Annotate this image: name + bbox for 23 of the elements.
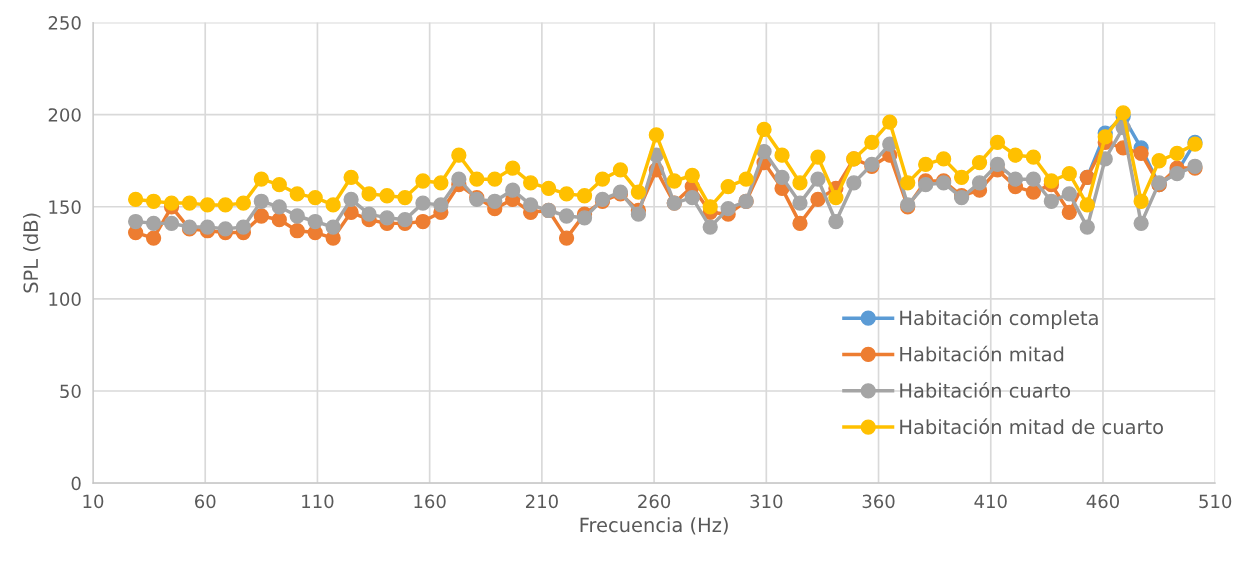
x-axis-title: Frecuencia (Hz) (580, 517, 728, 535)
x-tick-label: 460 (1086, 494, 1120, 509)
x-tick-label: 10 (83, 494, 104, 509)
y-tick-label: 0 (71, 476, 81, 491)
x-tick-label: 260 (638, 494, 671, 509)
x-tick-label: 110 (302, 494, 334, 509)
legend-label: Habitación completa (900, 309, 1098, 329)
y-tick-label: 100 (49, 292, 81, 306)
y-tick-label: 250 (48, 16, 81, 30)
y-tick-label: 150 (49, 200, 81, 214)
legend-label: Habitación mitad (900, 345, 1064, 362)
x-tick-label: 510 (1199, 494, 1232, 509)
legend-label: Habitación cuarto (900, 382, 1071, 398)
x-tick-label: 60 (194, 494, 216, 509)
x-tick-label: 310 (750, 494, 783, 509)
x-tick-label: 210 (525, 494, 558, 509)
legend-label: Habitación mitad de cuarto (900, 418, 1163, 435)
x-tick-label: 360 (862, 494, 895, 509)
y-axis-title: SPL (dB) (23, 213, 41, 293)
y-tick-label: 200 (48, 108, 81, 122)
x-tick-label: 410 (974, 494, 1007, 509)
y-tick-label: 50 (60, 384, 81, 399)
x-tick-label: 160 (414, 494, 446, 509)
